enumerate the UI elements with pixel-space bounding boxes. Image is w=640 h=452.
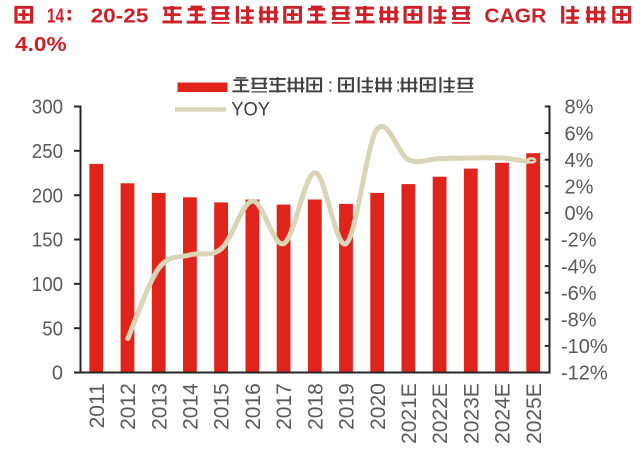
svg-text:2011: 2011 xyxy=(86,383,109,428)
svg-text:2012: 2012 xyxy=(117,383,140,430)
svg-text:-4%: -4% xyxy=(561,256,597,278)
svg-text:2021E: 2021E xyxy=(398,383,421,444)
svg-text:2015: 2015 xyxy=(211,383,234,430)
svg-text:300: 300 xyxy=(32,97,63,119)
svg-text:6%: 6% xyxy=(565,123,594,145)
svg-text:CAGR: CAGR xyxy=(484,5,546,27)
svg-text:0%: 0% xyxy=(565,203,594,225)
svg-text:YOY: YOY xyxy=(231,98,270,120)
svg-text:14: 14 xyxy=(47,5,65,27)
svg-text:20-25: 20-25 xyxy=(91,5,149,27)
svg-text:2019: 2019 xyxy=(336,383,359,430)
svg-text::: : xyxy=(328,75,333,96)
svg-text:-10%: -10% xyxy=(561,336,608,358)
svg-text:2024E: 2024E xyxy=(492,383,515,444)
svg-text:2025E: 2025E xyxy=(523,383,546,444)
svg-text:2017: 2017 xyxy=(273,383,296,430)
svg-text:2022E: 2022E xyxy=(429,383,452,444)
svg-text:-2%: -2% xyxy=(561,230,597,252)
svg-text:200: 200 xyxy=(32,185,63,207)
svg-text:250: 250 xyxy=(32,141,63,163)
svg-text:2%: 2% xyxy=(565,177,594,199)
svg-text:2020: 2020 xyxy=(367,383,390,430)
svg-text:8%: 8% xyxy=(565,97,594,119)
svg-text:2013: 2013 xyxy=(148,383,171,430)
svg-text:2023E: 2023E xyxy=(460,383,483,444)
svg-text:-8%: -8% xyxy=(561,310,597,332)
svg-text:100: 100 xyxy=(32,274,63,296)
svg-text:150: 150 xyxy=(32,230,63,252)
svg-text:2014: 2014 xyxy=(180,383,203,430)
svg-text:-6%: -6% xyxy=(561,283,597,305)
svg-text:4.0%: 4.0% xyxy=(15,34,67,56)
svg-text:0: 0 xyxy=(52,363,63,385)
svg-text:2018: 2018 xyxy=(304,383,327,430)
svg-text:2016: 2016 xyxy=(242,383,265,430)
svg-text:4%: 4% xyxy=(565,150,594,172)
svg-text:-12%: -12% xyxy=(561,363,608,385)
svg-text::: : xyxy=(396,75,401,96)
svg-text:50: 50 xyxy=(42,318,63,340)
